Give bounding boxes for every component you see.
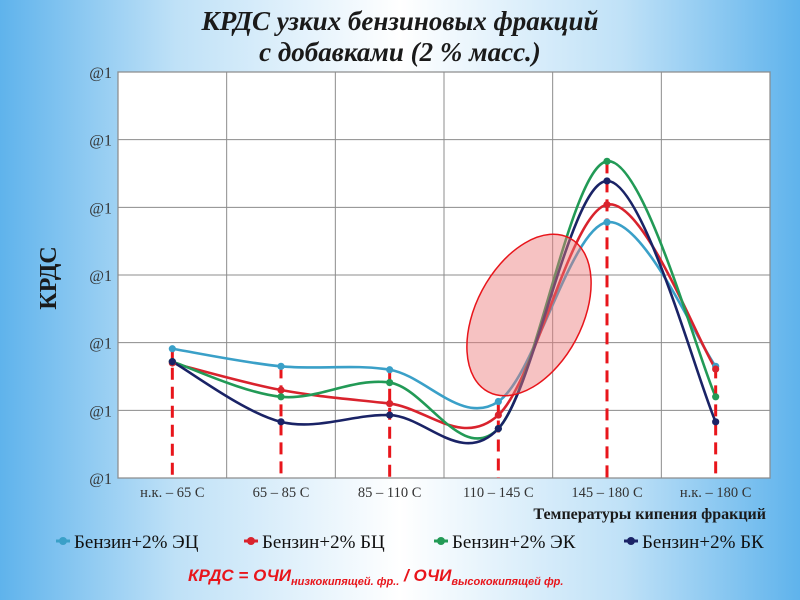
plot-grid [117,71,771,479]
legend-marker [627,537,635,545]
y-axis-ticks: @1 @1 @1 @1 @1 @1 @1 [89,65,112,488]
legend-label: Бензин+2% ЭК [452,532,576,553]
data-point [494,425,502,433]
x-tick-label: 145 – 180 С [571,485,642,501]
legend-label: Бензин+2% БЦ [262,532,385,553]
legend-marker [437,537,445,545]
data-point [386,366,394,374]
x-tick-label: 110 – 145 С [463,485,534,501]
series-markers [168,157,720,433]
y-tick-label: @1 [89,133,112,150]
chart-title-line-1: КРДС узких бензиновых фракций [201,6,599,36]
data-point [603,218,611,226]
data-point [277,418,285,426]
y-tick-label: @1 [89,471,112,488]
x-tick-label: 85 – 110 С [358,485,422,501]
legend: Бензин+2% ЭЦ Бензин+2% БЦ Бензин+2% ЭК Бенз… [56,532,764,553]
x-tick-label: н.к. – 65 С [140,485,204,501]
highlight-ellipse [466,233,592,397]
data-point [494,411,502,419]
formula-sub-low: низкокипящей. фр.. [290,576,400,588]
y-tick-label: @1 [89,336,112,353]
drop-lines [170,161,718,478]
data-point [277,393,285,401]
legend-label: Бензин+2% ЭЦ [74,532,199,553]
y-tick-label: @1 [89,268,112,285]
data-point [386,399,394,408]
y-tick-label: @1 [89,65,112,82]
data-point [386,378,394,387]
data-point [277,386,285,394]
data-point [277,362,285,370]
formula: КРДС = ОЧИнизкокипящей. фр.. / ОЧИвысоко… [188,566,563,588]
data-point [386,411,394,419]
data-point [168,358,176,366]
y-axis-label: КРДС [36,246,62,309]
data-point [494,397,502,406]
formula-mid: / ОЧИ [399,566,452,585]
data-point [603,177,611,185]
formula-lhs: КРДС = ОЧИ [188,566,291,585]
x-axis-ticks: н.к. – 65 С 65 – 85 С 85 – 110 С 110 – 145 … [140,485,751,501]
formula-sub-high: высококипящей фр. [451,576,564,588]
data-point [712,365,720,373]
chart-title-line-2: с добавками (2 % масс.) [259,37,541,67]
legend-marker [247,537,255,545]
x-tick-label: 65 – 85 С [253,485,310,501]
y-tick-label: @1 [89,403,112,420]
data-point [603,157,611,165]
data-point [168,345,176,353]
y-tick-label: @1 [89,200,112,217]
x-axis-label: Температуры кипения фракций [533,506,766,523]
legend-label: Бензин+2% БК [642,532,764,553]
data-point [712,393,720,401]
x-tick-label: н.к. – 180 С [680,485,752,501]
chart-title: КРДС узких бензиновых фракций с добавкам… [0,6,800,68]
data-point [712,418,720,426]
legend-marker [59,537,67,545]
data-point [603,201,611,209]
